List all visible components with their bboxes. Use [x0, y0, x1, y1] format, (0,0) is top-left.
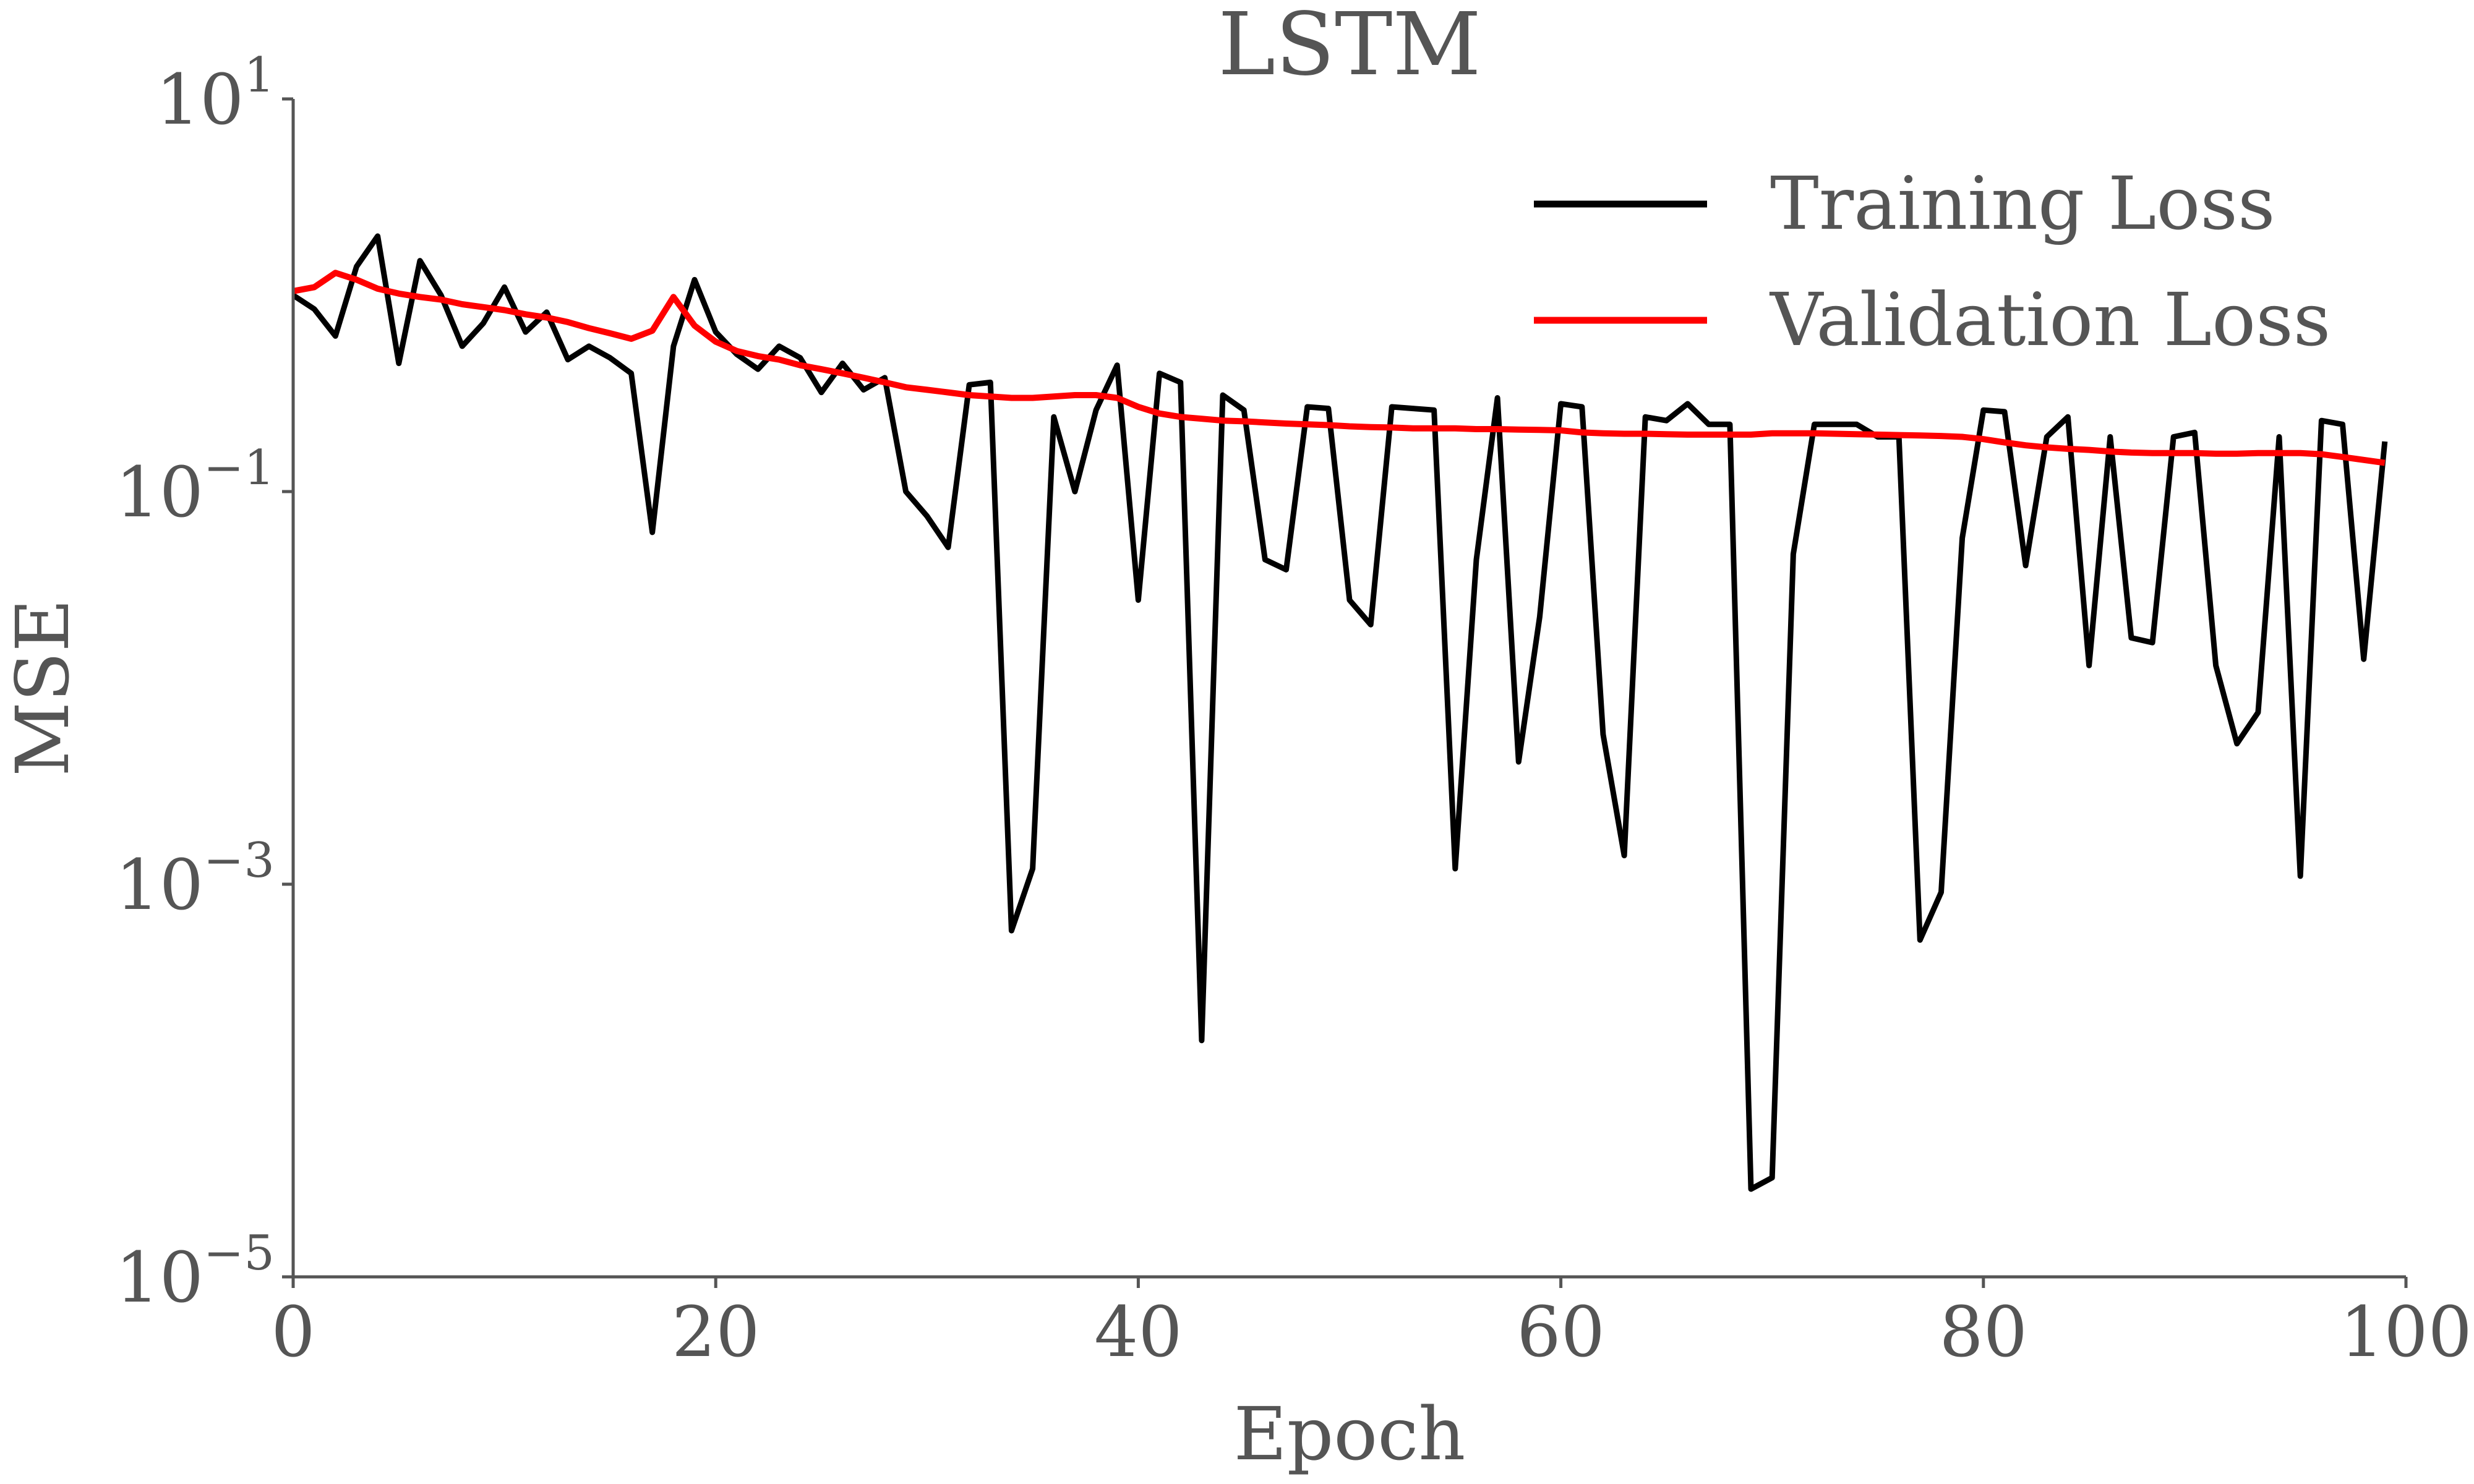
series-line-training-loss [291, 233, 2388, 1192]
legend-label-validation: Validation Loss [1769, 277, 2331, 362]
x-tick-label: 20 [672, 1292, 760, 1373]
chart-title: LSTM [1218, 0, 1481, 95]
x-tick-label: 60 [1517, 1292, 1605, 1373]
y-ticks: 101 10−1 10−3 10−5 [116, 48, 293, 1318]
x-tick-label: 80 [1940, 1292, 2028, 1373]
x-tick-label: 0 [271, 1292, 315, 1373]
y-tick-label: 10−1 [116, 440, 275, 533]
y-tick-label: 10−5 [116, 1226, 275, 1318]
y-tick-label: 10−3 [116, 833, 275, 926]
legend: Training Loss Validation Loss [1534, 161, 2331, 362]
plot-lines [291, 233, 2388, 1192]
series-line-validation-loss [293, 270, 2386, 466]
x-tick-label: 100 [2340, 1292, 2472, 1373]
legend-label-training: Training Loss [1770, 161, 2275, 246]
y-axis-label: MSE [0, 599, 85, 777]
y-tick-label: 101 [156, 48, 275, 140]
x-axis-label: Epoch [1234, 1391, 1466, 1477]
x-ticks: 0 20 40 60 80 100 [271, 1277, 2472, 1373]
x-tick-label: 40 [1094, 1292, 1183, 1373]
